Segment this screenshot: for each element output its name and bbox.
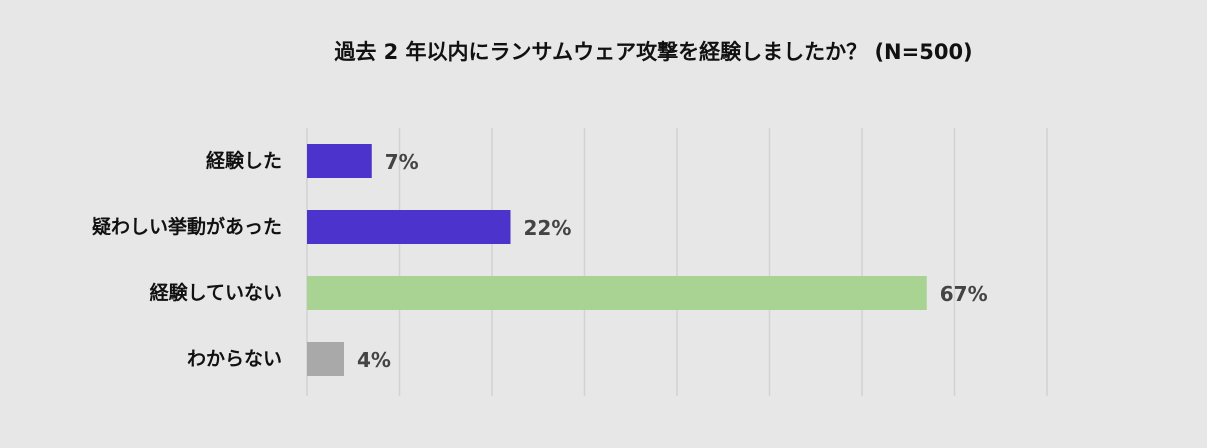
bar bbox=[307, 276, 927, 310]
chart-title: 過去 2 年以内にランサムウェア攻撃を経験しましたか？ (N=500) bbox=[334, 40, 973, 64]
bar bbox=[307, 210, 511, 244]
category-label: 疑わしい挙動があった bbox=[92, 215, 282, 238]
data-label: 7% bbox=[385, 150, 419, 174]
data-label: 67% bbox=[940, 282, 988, 306]
category-label: 経験した bbox=[206, 149, 282, 172]
bar bbox=[307, 342, 344, 376]
data-label: 4% bbox=[357, 348, 391, 372]
bars bbox=[307, 144, 927, 376]
category-label: わからない bbox=[187, 348, 282, 370]
data-label: 22% bbox=[524, 216, 572, 240]
category-label: 経験していない bbox=[150, 281, 282, 304]
bar bbox=[307, 144, 372, 178]
labels: 経験した 7% 疑わしい挙動があった 22% 経験していない 67% わからない 4% bbox=[92, 149, 988, 372]
